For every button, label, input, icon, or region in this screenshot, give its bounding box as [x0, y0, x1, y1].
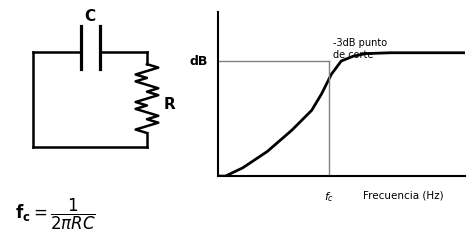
Text: $\mathbf{f_c} = \dfrac{1}{2\pi RC}$: $\mathbf{f_c} = \dfrac{1}{2\pi RC}$ — [15, 196, 96, 231]
Text: C: C — [84, 9, 96, 24]
Text: R: R — [164, 97, 176, 112]
Text: Frecuencia (Hz): Frecuencia (Hz) — [363, 190, 443, 200]
Text: dB: dB — [190, 55, 208, 68]
Text: $f_c$: $f_c$ — [324, 190, 334, 203]
Text: -3dB punto
de corte: -3dB punto de corte — [333, 38, 387, 59]
